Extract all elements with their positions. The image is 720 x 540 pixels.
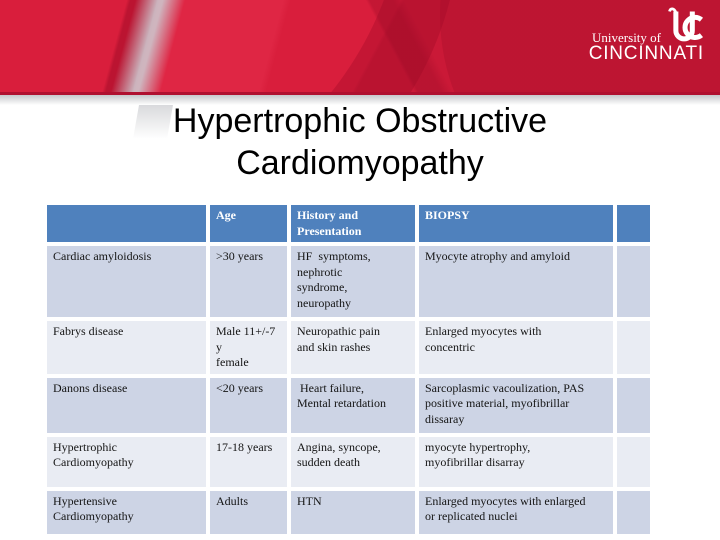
- cell-age: Adults: [208, 488, 289, 536]
- table-header-row: Age History and Presentation BIOPSY: [45, 203, 652, 244]
- banner-bottom-edge: [0, 92, 720, 95]
- cell-empty: [615, 375, 652, 435]
- cell-empty: [615, 434, 652, 489]
- cell-biopsy: Sarcoplasmic vacoulization, PAS positive…: [417, 375, 615, 435]
- cell-history: HF symptoms, nephrotic syndrome, neuropa…: [289, 244, 417, 319]
- cell-history: Neuropathic pain and skin rashes: [289, 319, 417, 376]
- cell-biopsy: Enlarged myocytes with concentric: [417, 319, 615, 376]
- cell-age: 17-18 years: [208, 434, 289, 489]
- cell-biopsy: Myocyte atrophy and amyloid: [417, 244, 615, 319]
- cell-age: Male 11+/-7 y female: [208, 319, 289, 376]
- logo-cincinnati-text: CINCINNATI: [588, 43, 704, 64]
- cell-age: <20 years: [208, 375, 289, 435]
- cell-empty: [615, 244, 652, 319]
- table-row-danons-disease: Danons disease <20 years Heart failure, …: [45, 375, 652, 435]
- table-row-cardiac-amyloidosis: Cardiac amyloidosis >30 years HF symptom…: [45, 244, 652, 319]
- cell-disease: Cardiac amyloidosis: [45, 244, 208, 319]
- column-header-history-presentation: History and Presentation: [289, 203, 417, 244]
- cell-biopsy: myocyte hypertrophy, myofibrillar disarr…: [417, 434, 615, 489]
- table-row-hypertrophic-cardiomyopathy: Hypertrophic Cardiomyopathy 17-18 years …: [45, 434, 652, 489]
- column-header-age: Age: [208, 203, 289, 244]
- uc-monogram-icon: [668, 7, 704, 42]
- cell-empty: [615, 488, 652, 536]
- cell-disease: Danons disease: [45, 375, 208, 435]
- banner-shadow: [0, 95, 720, 105]
- cell-history: Heart failure, Mental retardation: [289, 375, 417, 435]
- column-header-empty: [45, 203, 208, 244]
- column-header-biopsy: BIOPSY: [417, 203, 615, 244]
- table-row-hypertensive-cardiomyopathy: Hypertensive Cardiomyopathy Adults HTN E…: [45, 488, 652, 536]
- banner: University of CINCINNATI: [0, 0, 720, 95]
- banner-swoosh: [440, 0, 720, 95]
- slide-title: Hypertrophic Obstructive Cardiomyopathy: [172, 102, 548, 182]
- uc-logo: University of CINCINNATI: [589, 6, 704, 64]
- cell-history: HTN: [289, 488, 417, 536]
- cell-empty: [615, 319, 652, 376]
- cardiomyopathy-comparison-table: Age History and Presentation BIOPSY Card…: [45, 203, 652, 536]
- table-row-fabrys-disease: Fabrys disease Male 11+/-7 y female Neur…: [45, 319, 652, 376]
- cell-biopsy: Enlarged myocytes with enlarged or repli…: [417, 488, 615, 536]
- cell-disease: Hypertensive Cardiomyopathy: [45, 488, 208, 536]
- cell-disease: Fabrys disease: [45, 319, 208, 376]
- cell-disease: Hypertrophic Cardiomyopathy: [45, 434, 208, 489]
- cell-age: >30 years: [208, 244, 289, 319]
- cell-history: Angina, syncope, sudden death: [289, 434, 417, 489]
- logo-university-of-text: University of: [592, 30, 661, 45]
- column-header-empty-right: [615, 203, 652, 244]
